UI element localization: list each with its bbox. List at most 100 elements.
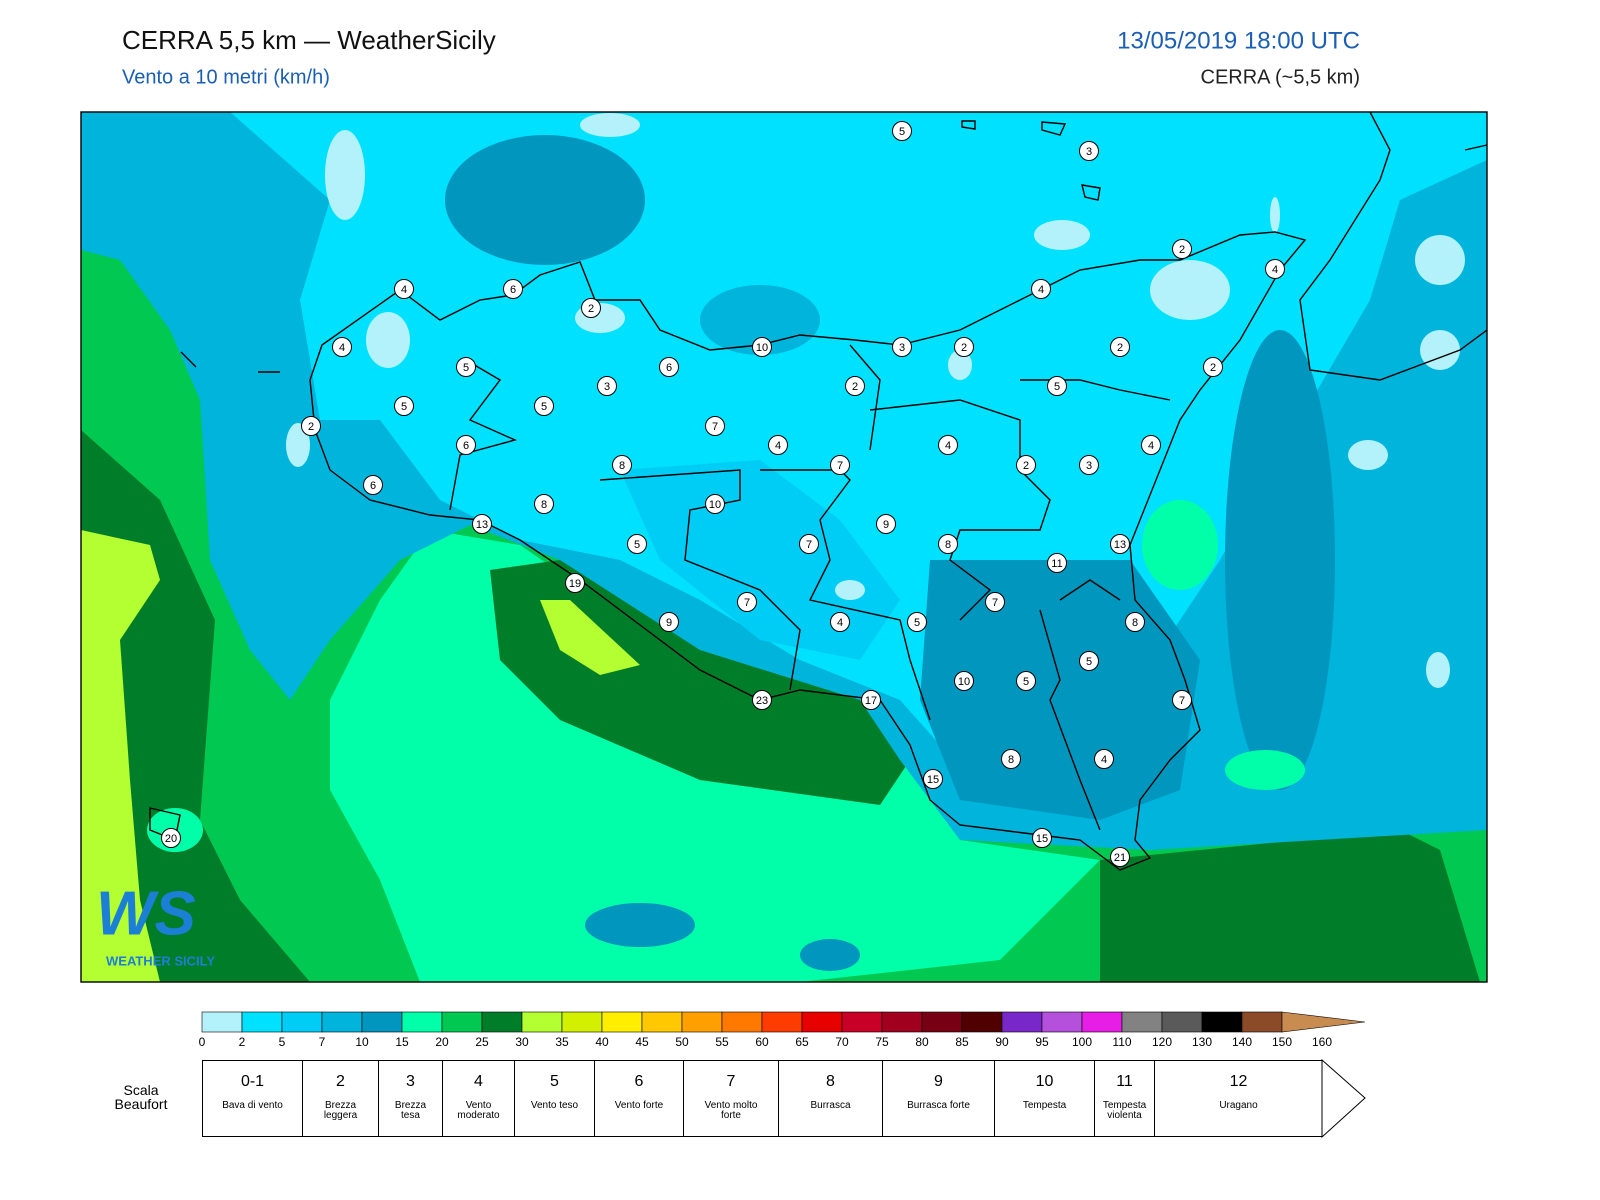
station-marker: [1125, 612, 1145, 632]
station-marker: [1110, 337, 1130, 357]
beaufort-force: 0-1: [240, 1073, 265, 1090]
beaufort-name: Uragano: [1219, 1100, 1258, 1111]
station-value: 2: [1117, 342, 1123, 354]
colorbar-box: [1121, 1011, 1163, 1033]
colorbar-tick-label: 5: [279, 1035, 286, 1049]
station-value: 6: [666, 362, 672, 374]
station-value: 2: [1210, 362, 1216, 374]
station-marker: [830, 612, 850, 632]
station-value: 15: [1036, 833, 1048, 845]
station-value: 5: [634, 539, 640, 551]
colorbar-tick-label: 110: [1112, 1035, 1131, 1049]
station-marker: [1079, 455, 1099, 475]
station-value: 4: [1148, 440, 1154, 452]
station-value: 11: [1051, 558, 1062, 570]
model-label: CERRA (~5,5 km): [1201, 66, 1360, 88]
station-marker: [394, 396, 414, 416]
beaufort-level: 2 Brezza leggera: [302, 1060, 378, 1137]
colorbar-tick-label: 90: [995, 1035, 1009, 1049]
colorbar-tick-label: 85: [955, 1035, 969, 1049]
colorbar: 0 2 5 7 10 15 20 25 30 35 40 45 50 55 60 65 70 75 80 85 90 95…: [199, 1011, 1366, 1049]
colorbar-box: [841, 1011, 883, 1033]
station-marker: [534, 396, 554, 416]
station-value: 8: [1132, 617, 1138, 629]
station-value: 4: [945, 440, 951, 452]
beaufort-arrow: [1321, 1058, 1366, 1139]
beaufort-level: 4 Vento moderato: [442, 1060, 514, 1137]
station-value: 7: [1179, 695, 1185, 707]
colorbar-tick-label: 120: [1152, 1035, 1172, 1049]
station-marker: [985, 592, 1005, 612]
station-value: 3: [899, 342, 905, 354]
colorbar-box: [601, 1011, 643, 1033]
map-frame: [80, 111, 1488, 983]
beaufort-name: Burrasca forte: [907, 1100, 970, 1111]
station-marker: [456, 435, 476, 455]
station-marker: [861, 690, 881, 710]
colorbar-box: [1201, 1011, 1243, 1033]
station-value: 4: [1272, 264, 1278, 276]
beaufort-name: Vento molto forte: [704, 1100, 758, 1121]
colorbar-box: [401, 1011, 443, 1033]
colorbar-tick-label: 70: [835, 1035, 849, 1049]
colorbar-box: [641, 1011, 683, 1033]
station-marker: [1141, 435, 1161, 455]
station-marker: [830, 455, 850, 475]
colorbar-box: [761, 1011, 803, 1033]
colorbar-tick-label: 65: [795, 1035, 809, 1049]
station-marker: [892, 121, 912, 141]
beaufort-name: Brezza leggera: [323, 1100, 358, 1121]
colorbar-box: [1241, 1011, 1283, 1033]
colorbar-box: [361, 1011, 403, 1033]
station-marker: [1265, 259, 1285, 279]
beaufort-force: 9: [934, 1073, 943, 1090]
station-marker: [301, 416, 321, 436]
station-marker: [845, 376, 865, 396]
datetime: 13/05/2019 18:00 UTC: [1117, 27, 1360, 54]
station-marker: [1079, 141, 1099, 161]
beaufort-force: 12: [1229, 1073, 1248, 1090]
station-marker: [1079, 651, 1099, 671]
beaufort-force: 11: [1116, 1073, 1133, 1090]
station-value: 4: [1101, 754, 1107, 766]
station-marker: [1203, 357, 1223, 377]
station-marker: [1047, 553, 1067, 573]
station-value: 6: [463, 440, 469, 452]
beaufort-name: Tempesta violenta: [1102, 1100, 1147, 1121]
station-marker: [1172, 690, 1192, 710]
station-marker: [456, 357, 476, 377]
station-marker: [363, 475, 383, 495]
station-marker: [1110, 534, 1130, 554]
beaufort-name: Vento moderato: [457, 1100, 500, 1121]
beaufort-title: Scala Beaufort: [114, 1082, 168, 1112]
station-value: 7: [806, 539, 812, 551]
station-marker: [876, 514, 896, 534]
colorbar-tick-label: 2: [239, 1035, 246, 1049]
station-marker: [394, 279, 414, 299]
colorbar-box: [241, 1011, 283, 1033]
colorbar-tick-label: 140: [1232, 1035, 1252, 1049]
beaufort-level: 8 Burrasca: [778, 1060, 882, 1137]
station-value: 5: [463, 362, 469, 374]
colorbar-tick-label: 160: [1312, 1035, 1332, 1049]
station-marker: [705, 416, 725, 436]
station-marker: [752, 690, 772, 710]
colorbar-tick-label: 40: [595, 1035, 609, 1049]
beaufort-force: 2: [336, 1073, 345, 1090]
station-marker: [1016, 455, 1036, 475]
title: CERRA 5,5 km — WeatherSicily: [122, 25, 496, 55]
colorbar-box: [881, 1011, 923, 1033]
station-marker: [938, 435, 958, 455]
station-marker: [954, 337, 974, 357]
station-marker: [954, 671, 974, 691]
station-value: 17: [865, 695, 877, 707]
subtitle: Vento a 10 metri (km/h): [122, 66, 330, 88]
beaufort-force: 10: [1035, 1073, 1054, 1090]
station-marker: [659, 612, 679, 632]
station-value: 15: [927, 774, 939, 786]
station-marker: [332, 337, 352, 357]
station-value: 7: [992, 597, 998, 609]
coastlines: [149, 111, 1488, 871]
colorbar-box: [441, 1011, 483, 1033]
